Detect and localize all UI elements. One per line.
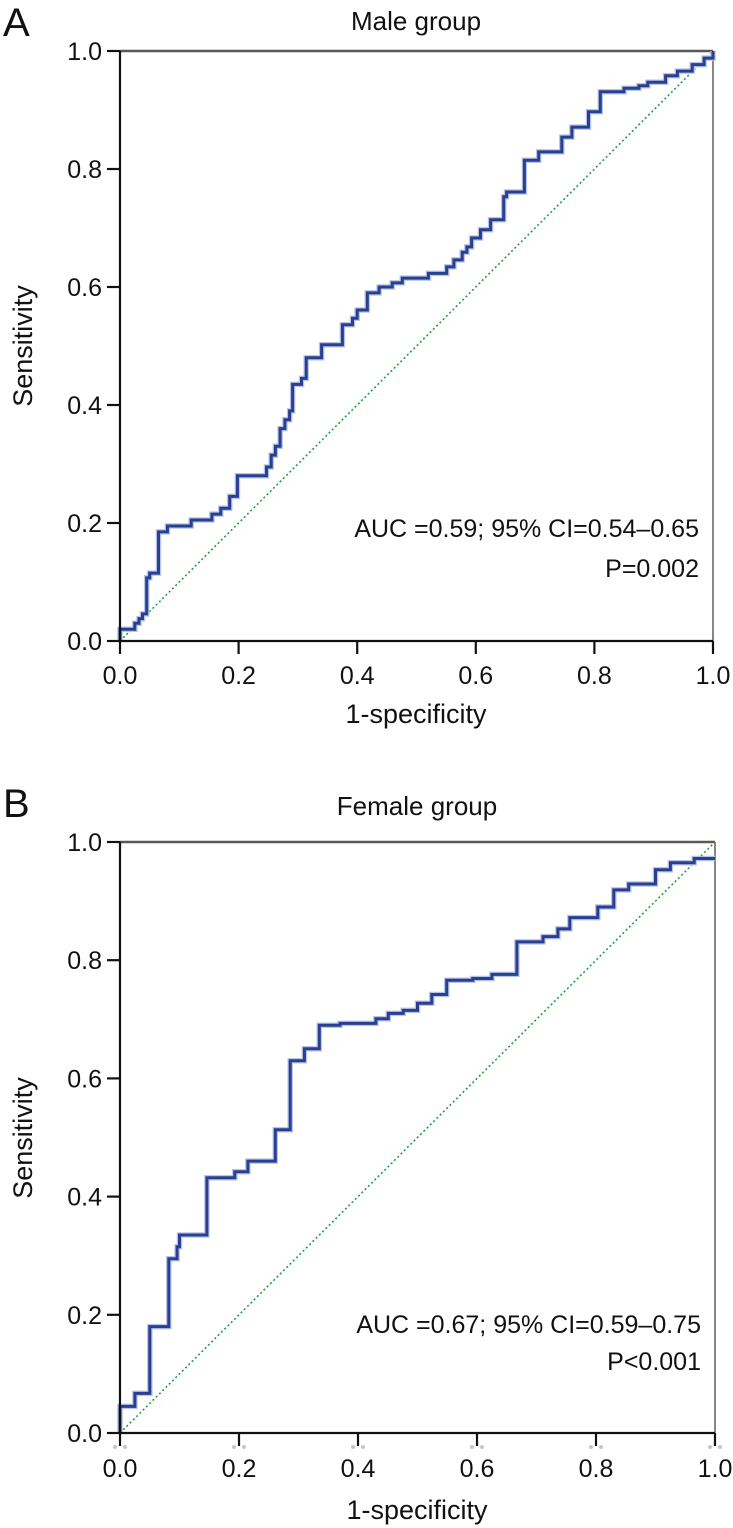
roc-curve-halo (117, 855, 715, 1433)
x-axis-label: 1-specificity (346, 1495, 488, 1525)
plot-area-male: 0.0 0.2 0.4 0.6 0.8 1.0 0.0 0.2 0.4 0.6 0.8 1.0 (67, 38, 730, 690)
x-tick-label: 0.4 (340, 662, 375, 690)
ghost-tick-mark (232, 1445, 236, 1449)
ghost-tick-mark (470, 1445, 474, 1449)
panel-letter-a: A (3, 1, 30, 45)
ghost-tick-mark (708, 1445, 712, 1449)
ghost-tick-mark (113, 1445, 117, 1449)
x-tick-label: 0.8 (577, 662, 612, 690)
auc-annotation: AUC =0.59; 95% CI=0.54–0.65 (354, 515, 699, 543)
ghost-tick-mark (480, 1445, 484, 1449)
x-tick-label: 0.4 (341, 1455, 376, 1483)
x-tick-label: 0.2 (222, 1455, 257, 1483)
roc-chart-male-panel: A Male group 0.0 0.2 0.4 0.6 0.8 1.0 0.0 0.2 0.4… (3, 1, 730, 729)
ghost-tick-mark (242, 1445, 246, 1449)
panel-letter-b: B (3, 782, 30, 826)
y-tick-label: 0.0 (67, 628, 102, 656)
y-tick-label: 1.0 (67, 38, 102, 66)
x-tick-label: 1.0 (696, 662, 731, 690)
y-tick-label: 0.8 (67, 947, 102, 975)
ghost-tick-mark (718, 1445, 722, 1449)
y-tick-label: 0.4 (67, 392, 102, 420)
ghost-tick-mark (599, 1445, 603, 1449)
y-tick-label: 1.0 (67, 829, 102, 857)
x-tick-label: 0.0 (103, 662, 138, 690)
chart-title-male: Male group (351, 6, 481, 36)
p-value-annotation: P<0.001 (607, 1348, 701, 1376)
x-tick-label: 1.0 (698, 1455, 733, 1483)
y-tick-label: 0.8 (67, 156, 102, 184)
y-tick-label: 0.0 (67, 1420, 102, 1448)
x-tick-label: 0.6 (458, 662, 493, 690)
y-tick-label: 0.6 (67, 274, 102, 302)
plot-area-female: 0.0 0.2 0.4 0.6 0.8 1.0 0.0 0.2 0.4 0.6 0.8 1.0 (67, 829, 732, 1483)
ghost-tick-mark (123, 1445, 127, 1449)
roc-chart-female-panel: B Female group 0.0 0.2 0.4 0.6 0.8 1.00.00.20… (3, 782, 732, 1525)
y-axis-label: Sensitivity (8, 1077, 38, 1199)
y-tick-label: 0.6 (67, 1065, 102, 1093)
reference-diagonal-line (119, 841, 716, 1434)
y-tick-label: 0.2 (67, 1302, 102, 1330)
x-tick-label: 0.2 (221, 662, 256, 690)
x-tick-label: 0.8 (579, 1455, 614, 1483)
reference-diagonal-line (119, 50, 714, 642)
ghost-tick-mark (361, 1445, 365, 1449)
auc-annotation: AUC =0.67; 95% CI=0.59–0.75 (356, 1311, 701, 1339)
chart-title-female: Female group (337, 791, 497, 821)
y-tick-label: 0.4 (67, 1184, 102, 1212)
roc-curve (118, 857, 715, 1433)
x-axis-label: 1-specificity (345, 699, 487, 729)
roc-curve (118, 51, 715, 641)
ghost-tick-mark (351, 1445, 355, 1449)
y-tick-label: 0.2 (67, 510, 102, 538)
p-value-annotation: P=0.002 (605, 555, 699, 583)
x-tick-label: 0.0 (103, 1455, 138, 1483)
ghost-tick-mark (589, 1445, 593, 1449)
y-axis-label: Sensitivity (8, 285, 38, 407)
x-tick-label: 0.6 (460, 1455, 495, 1483)
